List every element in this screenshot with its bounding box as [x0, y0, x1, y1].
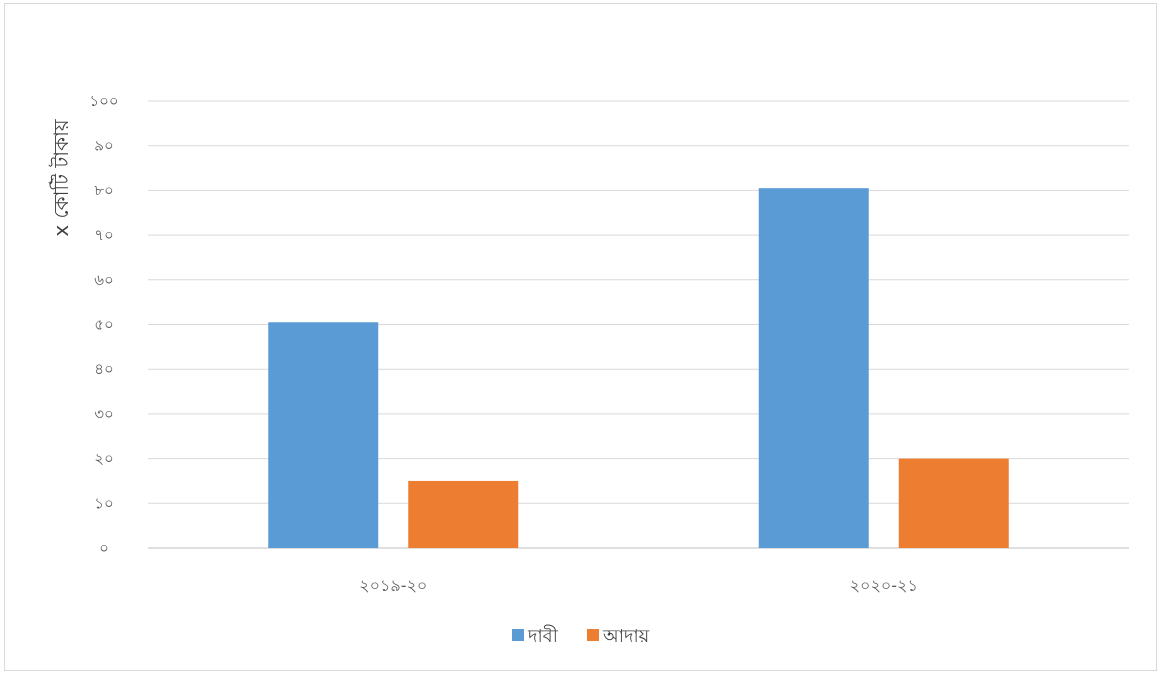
y-tick-label: ৬০	[94, 271, 114, 289]
bars	[268, 188, 1009, 548]
x-axis-ticks: ২০১৯-২০ ২০২০-২১	[359, 576, 918, 595]
legend: দাবী আদায়	[512, 625, 650, 647]
bar-claim-2	[759, 188, 869, 548]
legend-label-collection: আদায়	[602, 626, 650, 647]
bar-collection-2	[899, 459, 1009, 548]
y-tick-label: ১০	[94, 494, 114, 512]
y-axis-title: x কোটি টাকায়	[49, 118, 73, 237]
legend-swatch-collection	[587, 629, 599, 641]
bar-collection-1	[408, 481, 518, 548]
y-tick-label: ৪০	[94, 360, 114, 378]
legend-label-claim: দাবী	[527, 625, 559, 647]
x-tick-label: ২০১৯-২০	[359, 576, 427, 595]
y-tick-label: ৯০	[94, 137, 114, 155]
legend-swatch-claim	[512, 629, 524, 641]
y-tick-label: ১০০	[89, 92, 118, 110]
bar-claim-1	[268, 322, 378, 548]
y-tick-label: ০	[99, 539, 109, 557]
y-axis-ticks: ০ ১০ ২০ ৩০ ৪০ ৫০ ৬০ ৭০ ৮০ ৯০ ১০০	[89, 92, 118, 557]
y-tick-label: ৮০	[94, 181, 114, 199]
y-tick-label: ২০	[94, 450, 114, 468]
y-tick-label: ৫০	[94, 316, 114, 334]
y-tick-label: ৭০	[94, 226, 114, 244]
y-tick-label: ৩০	[94, 405, 114, 423]
x-tick-label: ২০২০-২১	[850, 576, 918, 595]
